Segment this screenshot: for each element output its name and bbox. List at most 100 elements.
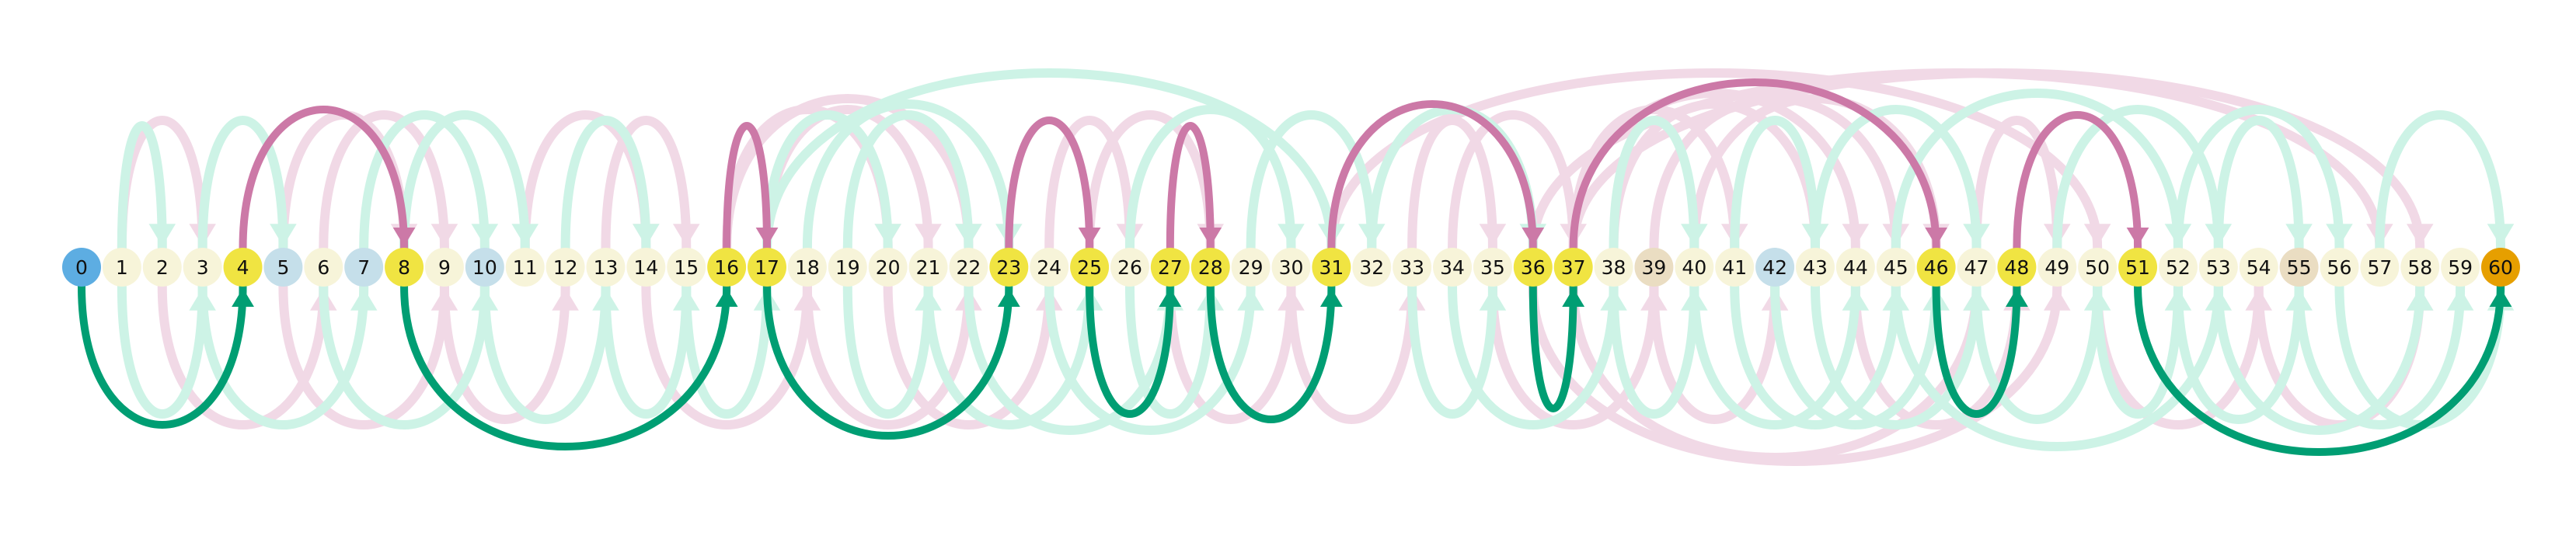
faded-edge-green-arrowhead	[1278, 224, 1305, 246]
node-54: 54	[2239, 248, 2278, 287]
faded-edge-green	[1246, 110, 1377, 252]
faded-edge-green	[1810, 282, 1982, 429]
highlighted-edge-green	[2134, 283, 2505, 456]
faded-edge-green	[2375, 110, 2505, 252]
faded-edge-green	[1770, 282, 1941, 429]
faded-edge-pink	[883, 282, 1054, 429]
faded-edge-green-arrowhead	[148, 224, 176, 246]
highlighted-edge-pink	[1327, 99, 1537, 252]
node-42: 42	[1755, 248, 1795, 287]
node-circle	[787, 248, 827, 287]
node-38: 38	[1594, 248, 1633, 287]
node-label: 42	[1762, 256, 1787, 279]
node-label: 24	[1037, 256, 1061, 279]
highlighted-edge-green-arrowhead	[1159, 288, 1182, 307]
node-9: 9	[424, 248, 464, 287]
faded-edge-pink-arrowhead	[2406, 224, 2434, 246]
node-44: 44	[1835, 248, 1875, 287]
faded-edge-green-arrowhead	[2205, 288, 2233, 311]
faded-edge-green-arrowhead	[1963, 224, 1990, 246]
node-circle	[142, 248, 182, 287]
faded-edge-green	[560, 116, 651, 252]
node-label: 17	[755, 256, 779, 279]
node-label: 19	[835, 256, 860, 279]
node-label: 8	[398, 256, 410, 279]
faded-edge-green	[2213, 116, 2304, 252]
faded-edge-green	[1609, 282, 1699, 419]
faded-edge-green	[1891, 88, 2183, 252]
node-label: 9	[438, 256, 451, 279]
faded-edge-green-arrowhead	[874, 224, 901, 246]
node-circle	[868, 248, 908, 287]
faded-edge-pink	[1044, 116, 1135, 252]
node-label: 27	[1158, 256, 1183, 279]
node-label: 25	[1077, 256, 1102, 279]
highlighted-edge-pink	[1005, 116, 1094, 252]
node-25: 25	[1070, 248, 1110, 287]
highlighted-edge-pink-arrowhead	[755, 228, 779, 246]
node-circle	[465, 248, 504, 287]
node-2: 2	[142, 248, 182, 287]
highlighted-edge-green	[400, 283, 731, 451]
node-label: 30	[1279, 256, 1304, 279]
node-circle	[989, 248, 1029, 287]
highlighted-edge-pink-arrowhead	[392, 228, 416, 246]
node-row: 0 1 2 3 4 5 6 7 8 9 10 11 12 13 14 15 16 17 18 19 20 21 22 23 24…	[62, 248, 2520, 287]
highlighted-edge-green	[1932, 283, 2021, 418]
faded-edge-pink-arrowhead	[672, 224, 700, 246]
faded-edge-green	[1448, 282, 1619, 429]
faded-edge-green	[2173, 105, 2344, 252]
node-circle	[1835, 248, 1875, 287]
node-55: 55	[2279, 248, 2319, 287]
node-39: 39	[1634, 248, 1674, 287]
node-53: 53	[2198, 248, 2238, 287]
node-label: 0	[75, 256, 88, 279]
faded-edge-green-arrowhead	[350, 288, 378, 311]
faded-edge-green	[399, 110, 530, 252]
node-circle	[2239, 248, 2278, 287]
faded-edge-green-arrowhead	[2487, 224, 2515, 246]
node-label: 12	[553, 256, 578, 279]
faded-edge-green	[2052, 105, 2223, 252]
node-30: 30	[1271, 248, 1311, 287]
node-circle	[1876, 248, 1915, 287]
node-circle	[1190, 248, 1230, 287]
highlighted-edge-pink	[1166, 121, 1215, 252]
node-label: 33	[1400, 256, 1424, 279]
node-48: 48	[1997, 248, 2037, 287]
node-label: 18	[795, 256, 820, 279]
node-18: 18	[787, 248, 827, 287]
node-29: 29	[1231, 248, 1271, 287]
highlighted-edge-pink	[723, 121, 772, 252]
node-19: 19	[828, 248, 867, 287]
faded-edge-pink	[439, 282, 570, 424]
highlighted-edge-pink	[2013, 111, 2142, 252]
node-circle	[102, 248, 141, 287]
node-label: 59	[2448, 256, 2473, 279]
node-label: 37	[1561, 256, 1586, 279]
node-label: 2	[156, 256, 169, 279]
faded-edge-green	[964, 282, 1175, 436]
node-circle	[1594, 248, 1633, 287]
node-circle	[1997, 248, 2037, 287]
node-circle	[2481, 248, 2520, 287]
node-10: 10	[465, 248, 504, 287]
node-label: 20	[876, 256, 901, 279]
node-50: 50	[2078, 248, 2118, 287]
node-35: 35	[1473, 248, 1512, 287]
node-6: 6	[304, 248, 343, 287]
node-circle	[263, 248, 303, 287]
faded-edge-pink	[1085, 110, 1215, 252]
node-label: 40	[1682, 256, 1706, 279]
node-47: 47	[1957, 248, 1996, 287]
node-circle	[1916, 248, 1956, 287]
node-label: 43	[1803, 256, 1828, 279]
node-circle	[1231, 248, 1271, 287]
node-11: 11	[505, 248, 545, 287]
faded-edge-green	[1730, 116, 1820, 252]
node-circle	[2400, 248, 2440, 287]
faded-edge-green-arrowhead	[2285, 224, 2313, 246]
node-label: 14	[633, 256, 658, 279]
node-52: 52	[2158, 248, 2198, 287]
